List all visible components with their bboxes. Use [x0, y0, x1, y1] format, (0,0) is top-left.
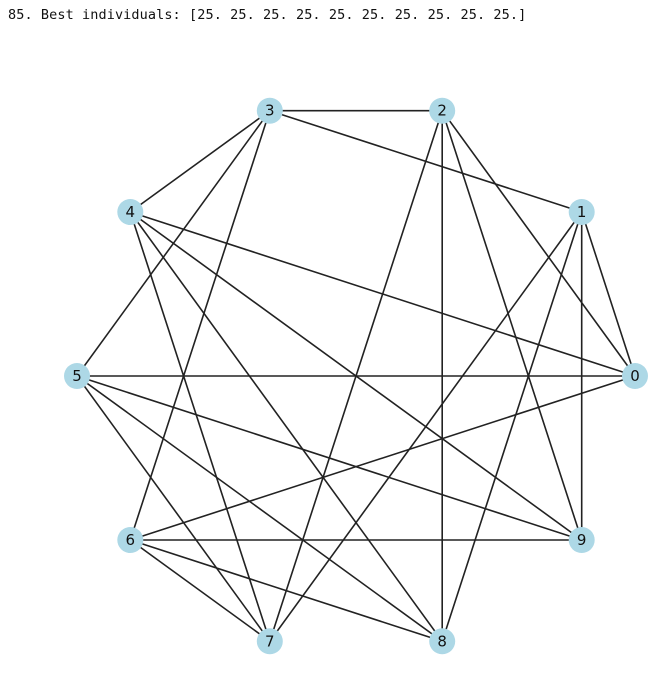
edge-0-1	[580, 211, 636, 377]
node-label: 8	[437, 632, 447, 650]
node-label: 7	[265, 632, 275, 650]
node-label: 9	[577, 531, 587, 549]
node-circle	[117, 199, 144, 225]
edge-0-2	[441, 110, 636, 377]
node-label: 1	[577, 203, 587, 221]
node-label: 6	[126, 531, 136, 549]
node-layer: 0 1 2 3 4 5 6 7 8 9	[64, 97, 648, 655]
node-9: 9	[568, 527, 595, 553]
node-5: 5	[64, 363, 90, 389]
node-3: 3	[256, 97, 283, 124]
edge-4-8	[129, 211, 443, 642]
node-circle	[568, 199, 595, 225]
node-circle	[622, 363, 648, 389]
node-label: 4	[126, 203, 136, 221]
edge-5-7	[76, 375, 271, 642]
edge-5-9	[76, 375, 582, 541]
node-circle	[429, 97, 456, 124]
node-label: 3	[265, 102, 275, 120]
node-circle	[429, 628, 456, 655]
node-label: 2	[437, 102, 447, 120]
node-0: 0	[622, 363, 648, 389]
node-4: 4	[117, 199, 144, 225]
edge-5-8	[76, 375, 443, 642]
node-circle	[117, 527, 144, 553]
edge-3-4	[129, 110, 271, 213]
edge-layer	[76, 109, 636, 643]
edge-3-6	[129, 110, 271, 541]
node-6: 6	[117, 527, 144, 553]
node-label: 0	[630, 367, 640, 385]
node-1: 1	[568, 199, 595, 225]
node-circle	[256, 628, 283, 655]
node-circle	[568, 527, 595, 553]
console-output-line: 85. Best individuals: [25. 25. 25. 25. 2…	[8, 7, 527, 23]
edge-4-7	[129, 211, 271, 642]
node-label: 5	[72, 367, 82, 385]
edge-6-8	[130, 539, 443, 643]
edge-4-9	[129, 211, 583, 541]
edge-0-6	[130, 375, 636, 541]
node-circle	[256, 97, 283, 124]
node-8: 8	[429, 628, 456, 655]
node-7: 7	[256, 628, 283, 655]
node-2: 2	[429, 97, 456, 124]
edge-1-8	[441, 211, 583, 642]
node-circle	[64, 363, 90, 389]
edge-2-9	[441, 110, 583, 541]
edge-6-7	[129, 539, 271, 642]
